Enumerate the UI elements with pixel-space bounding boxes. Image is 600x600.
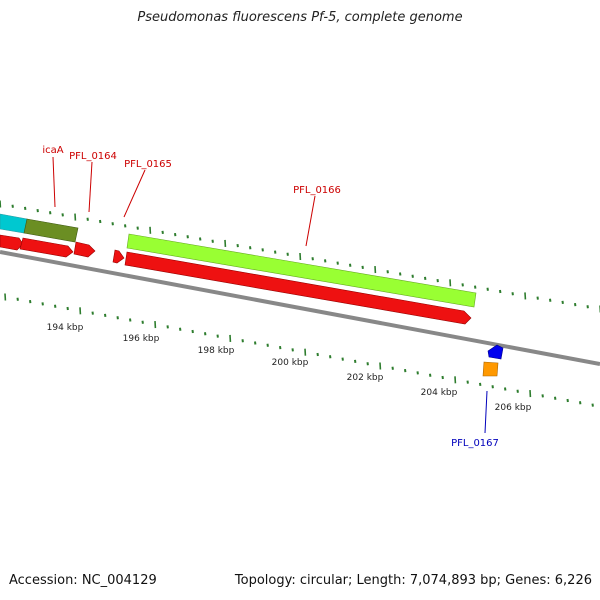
gene-feature-cyan[interactable]	[0, 213, 28, 234]
outer-tick-track	[0, 200, 600, 313]
gene-feature-blue[interactable]	[487, 344, 504, 360]
gene-label-PFL_0165[interactable]: PFL_0165	[124, 159, 172, 170]
gene-feature-PFL_0164[interactable]	[73, 241, 96, 258]
inner-tick-track	[4, 293, 594, 407]
gene-label-icaA[interactable]: icaA	[42, 145, 63, 156]
scale-label: 204 kbp	[421, 388, 458, 398]
scale-label: 198 kbp	[198, 346, 235, 356]
map-title: Pseudomonas fluorescens Pf-5, complete g…	[137, 10, 463, 25]
gene-feature-red-2[interactable]	[19, 237, 74, 258]
gene-feature-red-long[interactable]	[124, 251, 472, 325]
gene-feature-red-1[interactable]	[0, 234, 24, 251]
scale-labels: 194 kbp 196 kbp 198 kbp 200 kbp 202 kbp …	[47, 323, 532, 413]
gene-feature-icaA[interactable]	[23, 218, 79, 243]
scale-label: 196 kbp	[123, 334, 160, 344]
gene-feature-PFL_0166[interactable]	[126, 233, 477, 308]
genome-summary-text: Topology: circular; Length: 7,074,893 bp…	[234, 573, 592, 588]
scale-label: 206 kbp	[495, 403, 532, 413]
gene-label-PFL_0167[interactable]: PFL_0167	[451, 438, 499, 449]
scale-label: 200 kbp	[272, 358, 309, 368]
gene-label-PFL_0166[interactable]: PFL_0166	[293, 185, 341, 196]
leader-lines	[52, 156, 488, 434]
scale-label: 194 kbp	[47, 323, 84, 333]
genome-backbone	[0, 250, 600, 366]
gene-feature-PFL_0167[interactable]	[482, 361, 499, 377]
gene-feature-PFL_0165[interactable]	[112, 249, 125, 264]
accession-text: Accession: NC_004129	[9, 573, 157, 588]
gene-labels: icaA PFL_0164 PFL_0165 PFL_0166 PFL_0167	[42, 145, 499, 449]
scale-label: 202 kbp	[347, 373, 384, 383]
gene-label-PFL_0164[interactable]: PFL_0164	[69, 151, 117, 162]
